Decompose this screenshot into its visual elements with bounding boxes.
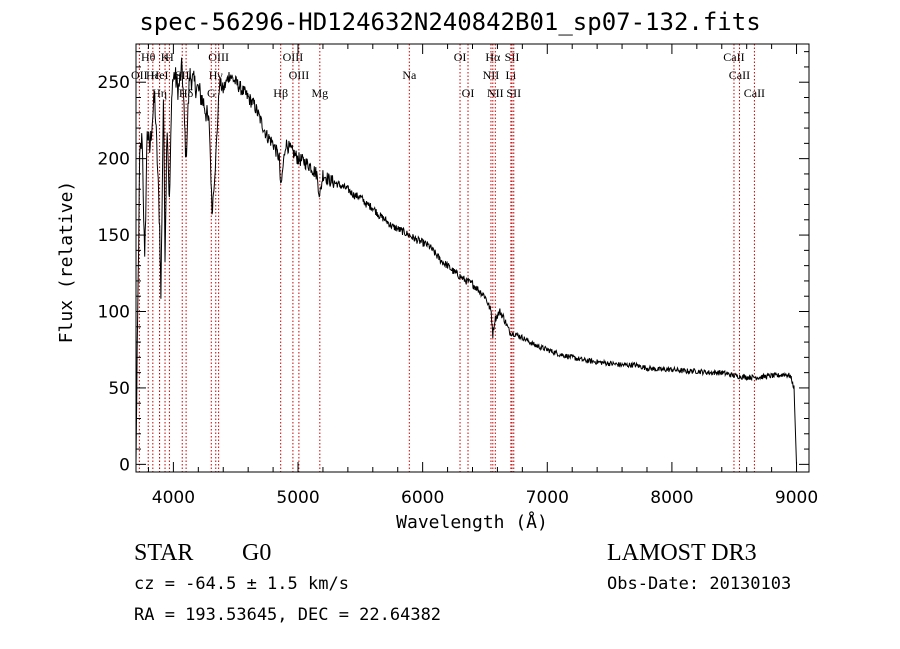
y-tick-label: 250 xyxy=(98,73,130,93)
marker-label: OI xyxy=(454,50,467,64)
marker-label: NII xyxy=(483,68,500,82)
marker-label: OIII xyxy=(283,50,304,64)
object-type: STAR xyxy=(134,540,194,566)
object-subclass: G0 xyxy=(242,540,272,566)
y-tick-label: 0 xyxy=(119,455,130,475)
marker-label: Hε xyxy=(146,68,160,82)
marker-label: Hα xyxy=(485,50,501,64)
marker-label: OI xyxy=(462,86,475,100)
chart-title: spec-56296-HD124632N240842B01_sp07-132.f… xyxy=(139,8,761,36)
plot-frame xyxy=(135,43,810,473)
marker-label: OIII xyxy=(289,68,310,82)
y-tick-label: 200 xyxy=(98,150,130,170)
y-axis-label: Flux (relative) xyxy=(56,181,77,344)
marker-label: Hη xyxy=(152,86,167,100)
marker-label: Hδ xyxy=(179,86,194,100)
marker-label: CaII xyxy=(744,86,765,100)
x-tick-label: 6000 xyxy=(401,488,444,508)
marker-label: OII xyxy=(131,68,148,82)
marker-label: OIII xyxy=(208,50,229,64)
x-tick-label: 8000 xyxy=(650,488,693,508)
observation-date: Obs-Date: 20130103 xyxy=(607,574,792,594)
coordinates: RA = 193.53645, DEC = 22.64382 xyxy=(134,605,442,625)
redshift-velocity: cz = -64.5 ± 1.5 km/s xyxy=(134,574,349,594)
marker-label: HeI xyxy=(151,68,169,82)
spectrum-series xyxy=(135,57,797,465)
x-tick-label: 7000 xyxy=(526,488,569,508)
x-axis-label: Wavelength (Å) xyxy=(396,511,548,533)
marker-label: Mg xyxy=(311,86,328,100)
marker-label: SII xyxy=(505,50,520,64)
marker-label: Hβ xyxy=(273,86,288,100)
y-tick-label: 100 xyxy=(98,303,130,323)
marker-label: SII xyxy=(506,86,521,100)
y-axis-ticks: 0 50 100 150 200 250 xyxy=(98,51,809,475)
marker-label: CaII xyxy=(723,50,744,64)
marker-label: Li xyxy=(506,68,517,82)
survey-name: LAMOST DR3 xyxy=(607,540,757,566)
marker-label: NII xyxy=(487,86,504,100)
x-tick-label: 5000 xyxy=(276,488,319,508)
marker-label: G xyxy=(207,86,216,100)
spectrum-line xyxy=(135,57,797,465)
y-tick-label: 50 xyxy=(108,379,130,399)
marker-label: CaII xyxy=(729,68,750,82)
x-tick-label: 9000 xyxy=(775,488,818,508)
marker-label: K xyxy=(161,50,170,64)
marker-label: Hθ xyxy=(141,50,156,64)
y-tick-label: 150 xyxy=(98,226,130,246)
marker-label: H xyxy=(165,50,174,64)
marker-label: Na xyxy=(402,68,417,82)
x-axis-ticks: 4000 5000 6000 7000 8000 9000 xyxy=(147,44,818,508)
x-tick-label: 4000 xyxy=(152,488,195,508)
